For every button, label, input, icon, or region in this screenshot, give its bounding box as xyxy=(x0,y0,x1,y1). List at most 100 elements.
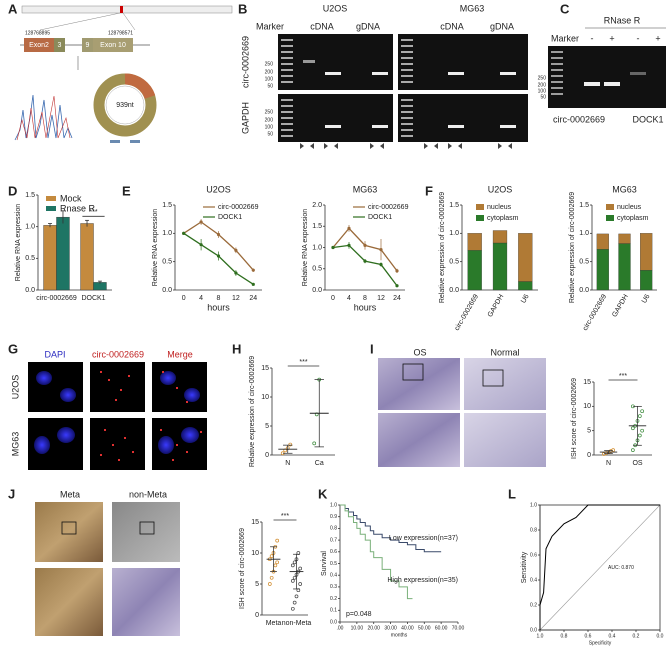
y-tick-label: 0.5 xyxy=(449,259,459,266)
nucleus xyxy=(34,436,50,454)
y-tick-label: 1.5 xyxy=(449,202,459,209)
bar xyxy=(56,216,70,291)
lane-label: gDNA xyxy=(490,21,514,31)
channel-label: Merge xyxy=(167,349,193,359)
bar-segment xyxy=(618,233,631,244)
cell-line: MG63 xyxy=(460,3,485,13)
bar-segment xyxy=(618,243,631,291)
channel-label: circ-0002669 xyxy=(92,349,144,359)
x-axis-label: hours xyxy=(207,302,230,312)
x-tick-label: 1.0 xyxy=(537,633,544,639)
x-tick-label: circ-0002669 xyxy=(36,295,77,302)
band xyxy=(448,125,464,128)
gel xyxy=(548,46,666,108)
y-tick-label: 1.0 xyxy=(330,502,337,508)
size-label: 250 xyxy=(265,109,274,115)
y-tick-label: 0.8 xyxy=(530,527,537,533)
x-tick-label: Ca xyxy=(315,460,324,467)
panel-b: B U2OS MG63 Marker cDNA gDNA cDNA gDNA c… xyxy=(238,1,528,149)
lane-label: Marker xyxy=(256,21,284,31)
x-tick-label: 0.0 xyxy=(657,633,664,639)
point xyxy=(182,231,186,235)
histology xyxy=(35,568,103,636)
curve-label: Low expression(n=37) xyxy=(389,535,458,542)
rna-signal xyxy=(100,371,202,461)
point xyxy=(290,579,295,583)
x-tick-label: 10.00 xyxy=(351,625,364,631)
y-tick-label: 0.6 xyxy=(330,549,337,555)
exon xyxy=(24,38,54,52)
band xyxy=(500,125,516,128)
point xyxy=(640,428,644,433)
exon-label: 3 xyxy=(58,42,62,49)
lane-label: gDNA xyxy=(356,21,380,31)
size-label: 100 xyxy=(538,88,547,94)
y-tick-label: 0.0 xyxy=(330,619,337,625)
x-tick-label: N xyxy=(285,460,290,467)
size-label: 50 xyxy=(540,94,546,100)
end-coordinate: 128798571 xyxy=(108,30,133,36)
point xyxy=(267,582,272,586)
y-tick-label: 1.5 xyxy=(25,192,35,199)
band xyxy=(372,72,388,75)
gel xyxy=(398,34,528,90)
y-tick-label: 0.4 xyxy=(530,577,537,583)
point xyxy=(216,232,221,237)
gene-label: circ-0002669 xyxy=(240,36,250,88)
legend-label: cytoplasm xyxy=(617,215,649,222)
gel xyxy=(398,94,528,142)
panel-g: G DAPI circ-0002669 Merge U2OS MG63 xyxy=(8,341,207,470)
point xyxy=(312,441,317,446)
x-tick-label: 0.4 xyxy=(609,633,616,639)
size-label: 50 xyxy=(267,131,273,137)
y-tick-label: 1.0 xyxy=(25,224,35,231)
image-label: OS xyxy=(413,347,426,357)
nucleus xyxy=(158,436,174,454)
cell-line: U2OS xyxy=(10,375,20,400)
panel-letter: A xyxy=(8,1,18,16)
legend-swatch xyxy=(476,204,484,210)
exon-label: Exon2 xyxy=(29,42,49,49)
panel-letter: L xyxy=(508,486,516,501)
y-tick-label: 15 xyxy=(251,519,259,526)
band xyxy=(325,72,341,75)
circrna-ring xyxy=(124,73,156,100)
y-axis-label: Sensitivity xyxy=(521,551,528,583)
point xyxy=(363,259,367,263)
size-label: 50 xyxy=(267,83,273,89)
exon xyxy=(93,38,133,52)
point xyxy=(294,594,299,599)
band xyxy=(325,125,341,128)
y-tick-label: 1.0 xyxy=(579,230,589,237)
curve-label: High expression(n=35) xyxy=(387,577,458,584)
point xyxy=(363,243,367,247)
x-tick-label: 70.00 xyxy=(452,625,465,631)
chromosome xyxy=(21,5,233,14)
p-value: p=0.048 xyxy=(346,611,372,618)
x-tick-label: 4 xyxy=(347,295,351,302)
y-tick-label: 0.1 xyxy=(330,608,337,614)
significance: *** xyxy=(619,373,627,380)
y-axis-label: Relative RNA expression xyxy=(152,209,159,287)
circrna-length: 939nt xyxy=(116,102,134,109)
point xyxy=(347,243,351,247)
y-tick-label: 0.5 xyxy=(25,255,35,262)
x-tick-label: Meta xyxy=(266,620,282,627)
chromatogram xyxy=(14,94,73,141)
point xyxy=(251,268,255,272)
exon-label: 9 xyxy=(86,42,90,49)
y-tick-label: 0.9 xyxy=(330,514,337,520)
panel-letter: H xyxy=(232,341,241,356)
point xyxy=(275,560,280,565)
point xyxy=(273,563,278,568)
point xyxy=(269,554,274,558)
y-tick-label: 0.5 xyxy=(579,259,589,266)
exon-label: Exon 10 xyxy=(100,42,126,49)
band xyxy=(372,125,388,128)
zoom-box xyxy=(139,521,155,535)
bar-segment xyxy=(492,230,508,244)
panel-i: I OS Normal xyxy=(370,341,546,467)
point xyxy=(199,220,203,224)
point xyxy=(234,271,238,275)
significance: *** xyxy=(89,209,97,216)
